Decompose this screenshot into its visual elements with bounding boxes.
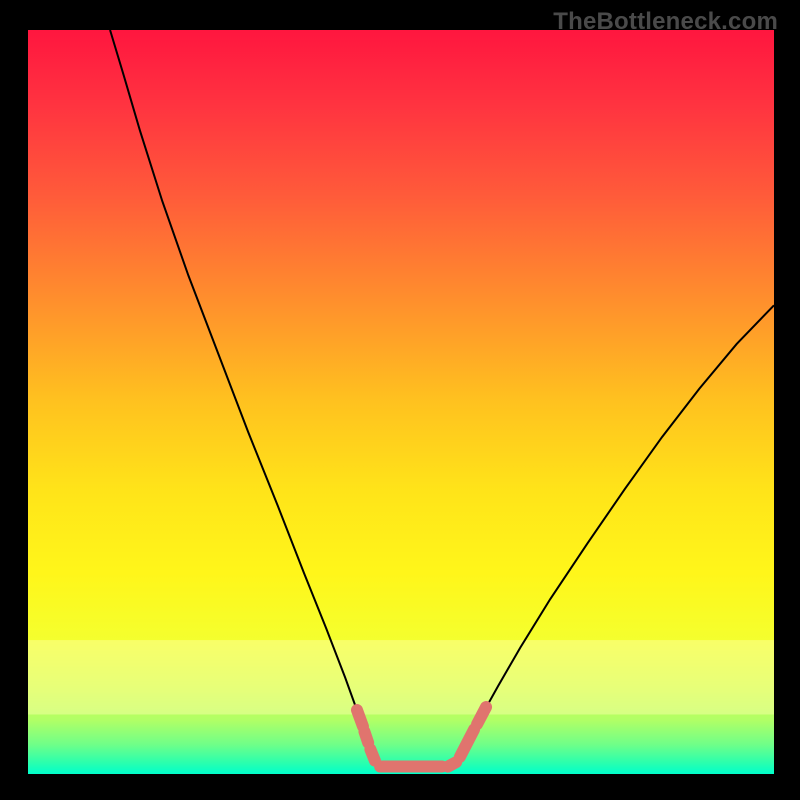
chart-svg — [0, 0, 800, 800]
highlight-seg-2 — [370, 749, 374, 760]
watermark-text: TheBottleneck.com — [553, 8, 778, 35]
bottleneck-chart — [0, 0, 800, 800]
highlight-seg-6 — [477, 707, 486, 724]
highlight-seg-4 — [448, 762, 456, 766]
watermark: TheBottleneck.com — [553, 8, 778, 36]
highlight-seg-1 — [364, 732, 368, 743]
highlight-seg-0 — [357, 710, 363, 726]
